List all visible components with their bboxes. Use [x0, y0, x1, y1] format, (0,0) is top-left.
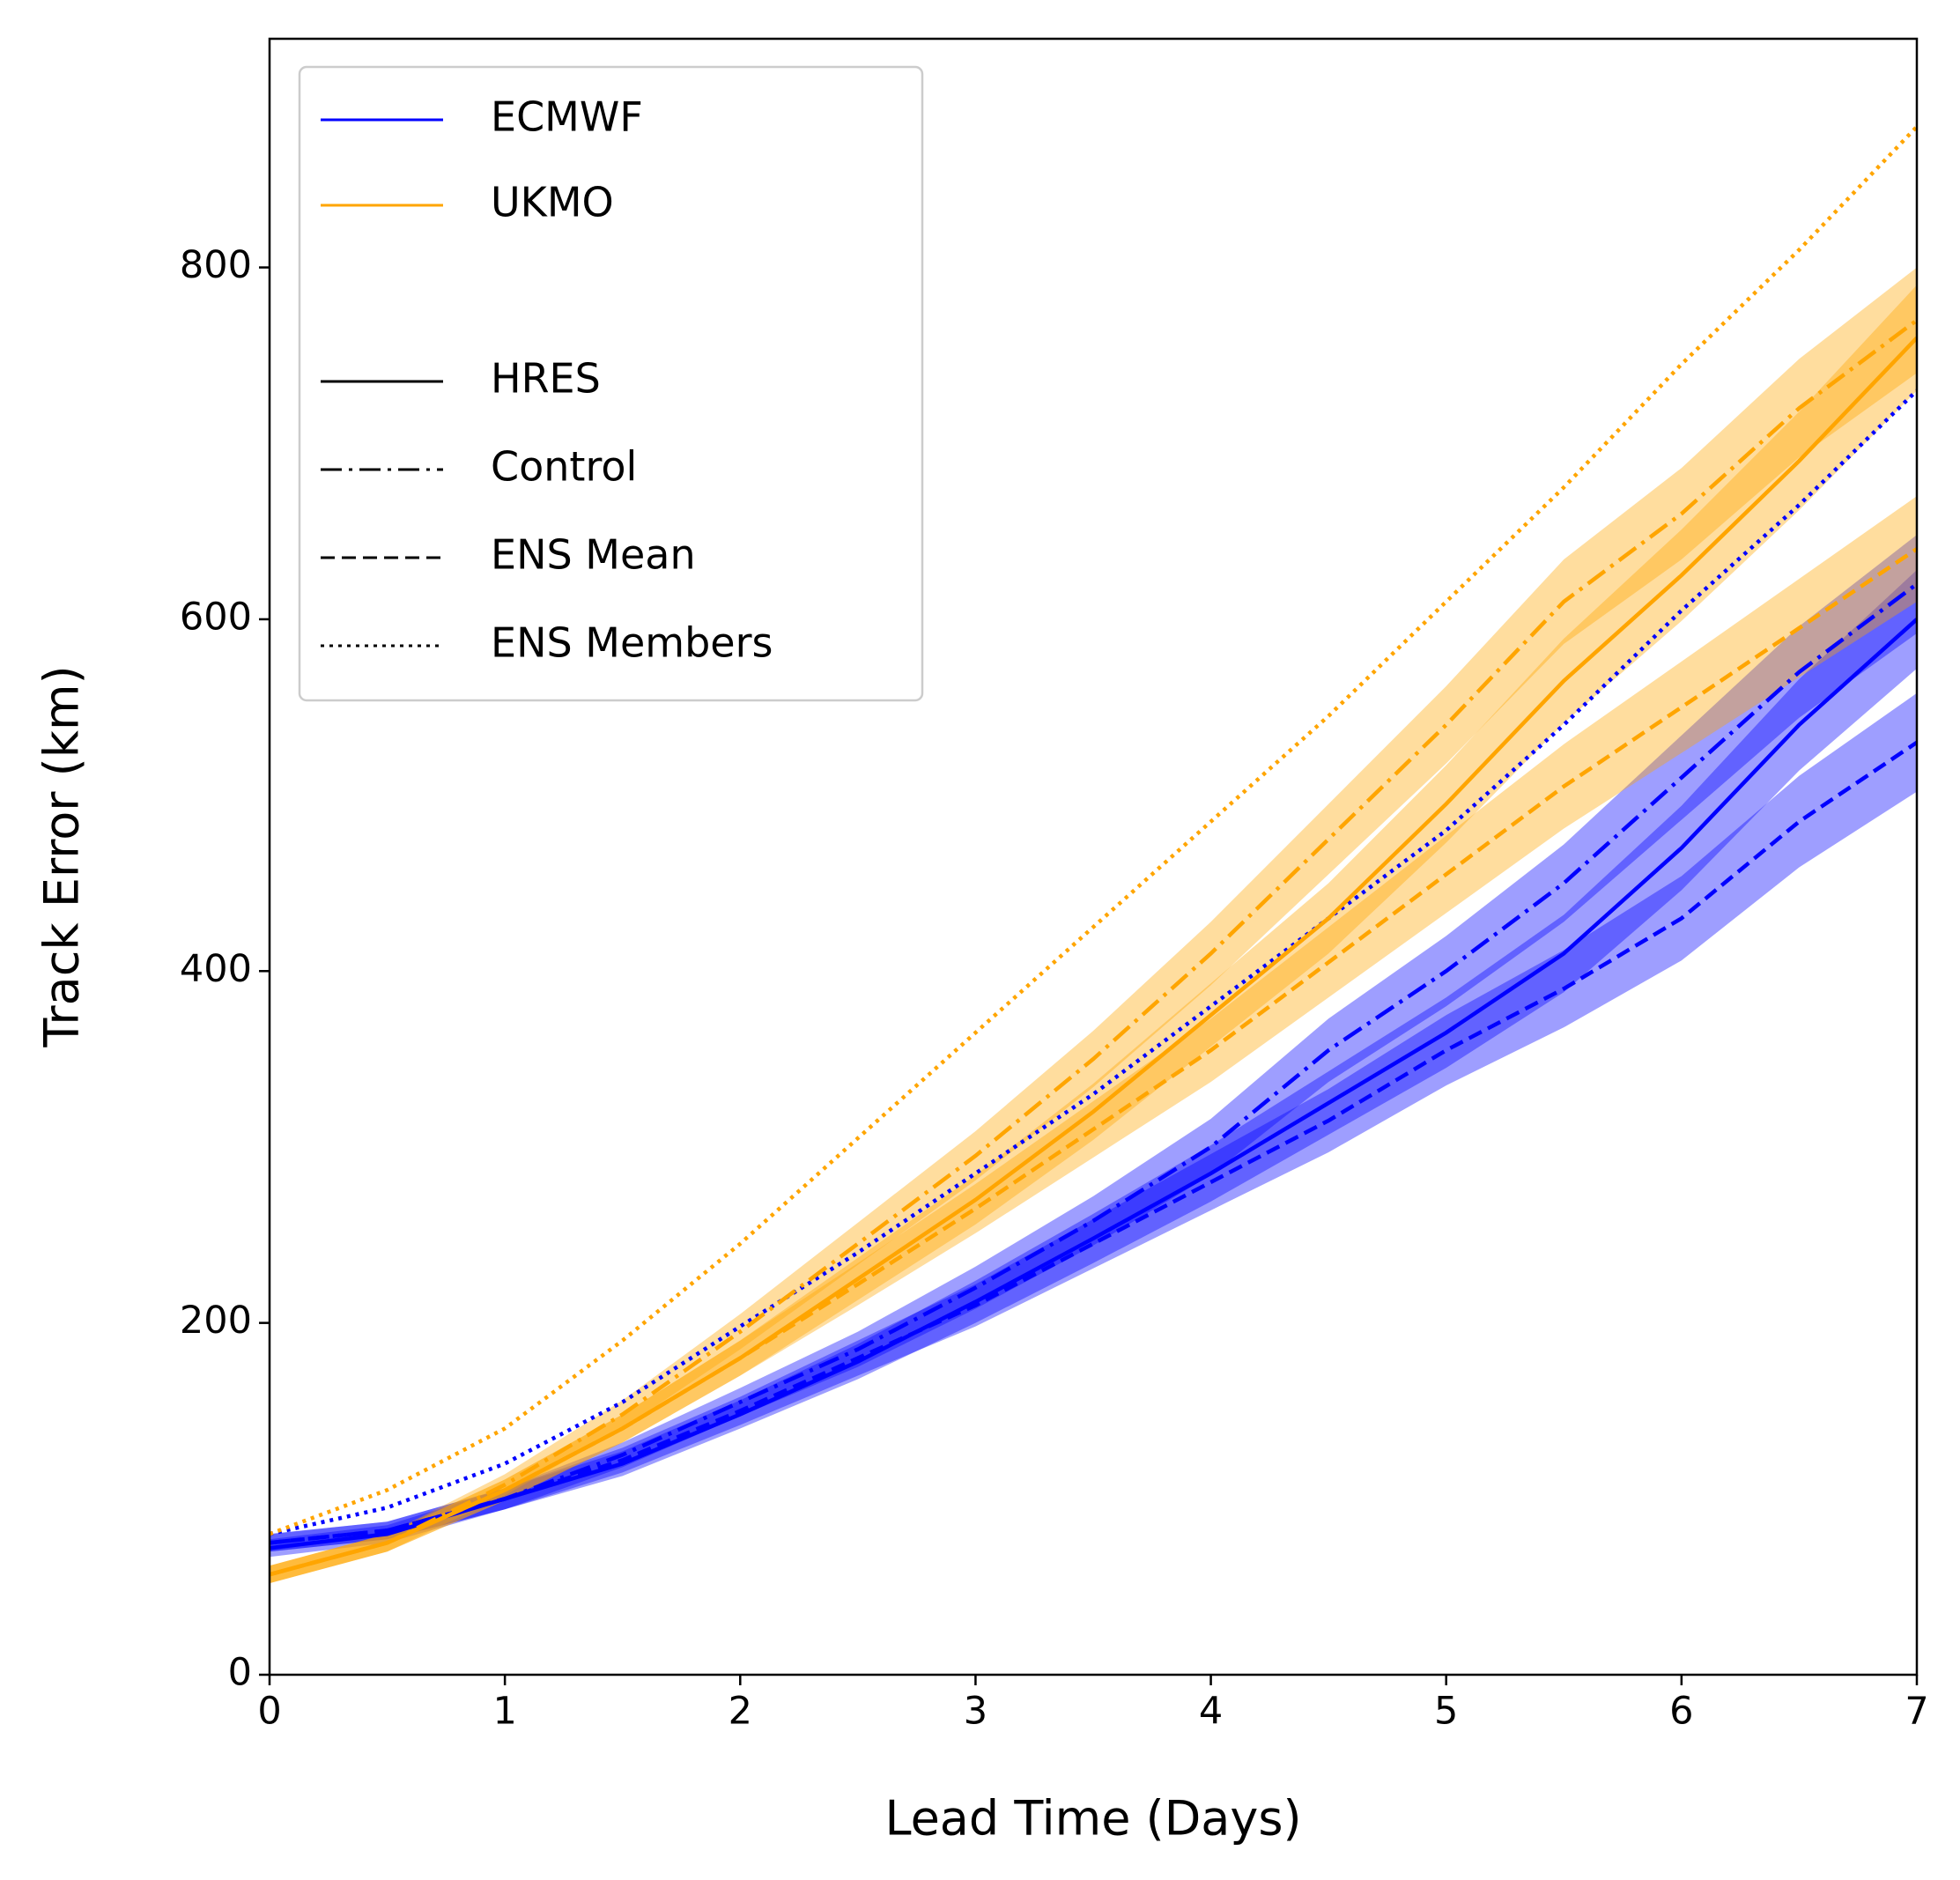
y-tick-label: 200: [180, 1299, 252, 1343]
series-line: [270, 389, 1917, 1536]
series-line: [270, 740, 1917, 1545]
legend-label: ECMWF: [491, 93, 643, 141]
x-tick-label: 1: [492, 1690, 516, 1734]
x-tick-label: 5: [1434, 1690, 1458, 1734]
x-axis-label: Lead Time (Days): [884, 1791, 1301, 1847]
legend-label: ENS Members: [491, 619, 773, 667]
x-tick-label: 7: [1905, 1690, 1928, 1734]
axes-frame: [268, 37, 1919, 1676]
legend-box: [298, 65, 924, 702]
legend-label: ENS Mean: [491, 531, 696, 579]
series-line: [270, 125, 1917, 1536]
plot-area: [270, 125, 1917, 1584]
y-tick-label: 400: [180, 947, 252, 991]
series-line: [270, 547, 1917, 1577]
legend-label: HRES: [491, 355, 601, 403]
legend: ECMWF UKMO HRES Control ENS Mean ENS Members: [298, 65, 924, 702]
x-tick-label: 3: [964, 1690, 987, 1734]
x-tick-label: 6: [1669, 1690, 1693, 1734]
y-axis-label: Track Error (km): [34, 665, 90, 1047]
legend-label: Control: [491, 443, 637, 491]
y-tick-label: 800: [180, 243, 252, 287]
x-tick-label: 2: [729, 1690, 752, 1734]
legend-label: UKMO: [491, 179, 614, 226]
y-tick-label: 0: [228, 1651, 252, 1695]
series-line: [270, 318, 1917, 1577]
series-line: [270, 336, 1917, 1577]
y-tick-label: 600: [180, 595, 252, 639]
x-tick-label: 0: [257, 1690, 281, 1734]
x-tick-label: 4: [1199, 1690, 1223, 1734]
